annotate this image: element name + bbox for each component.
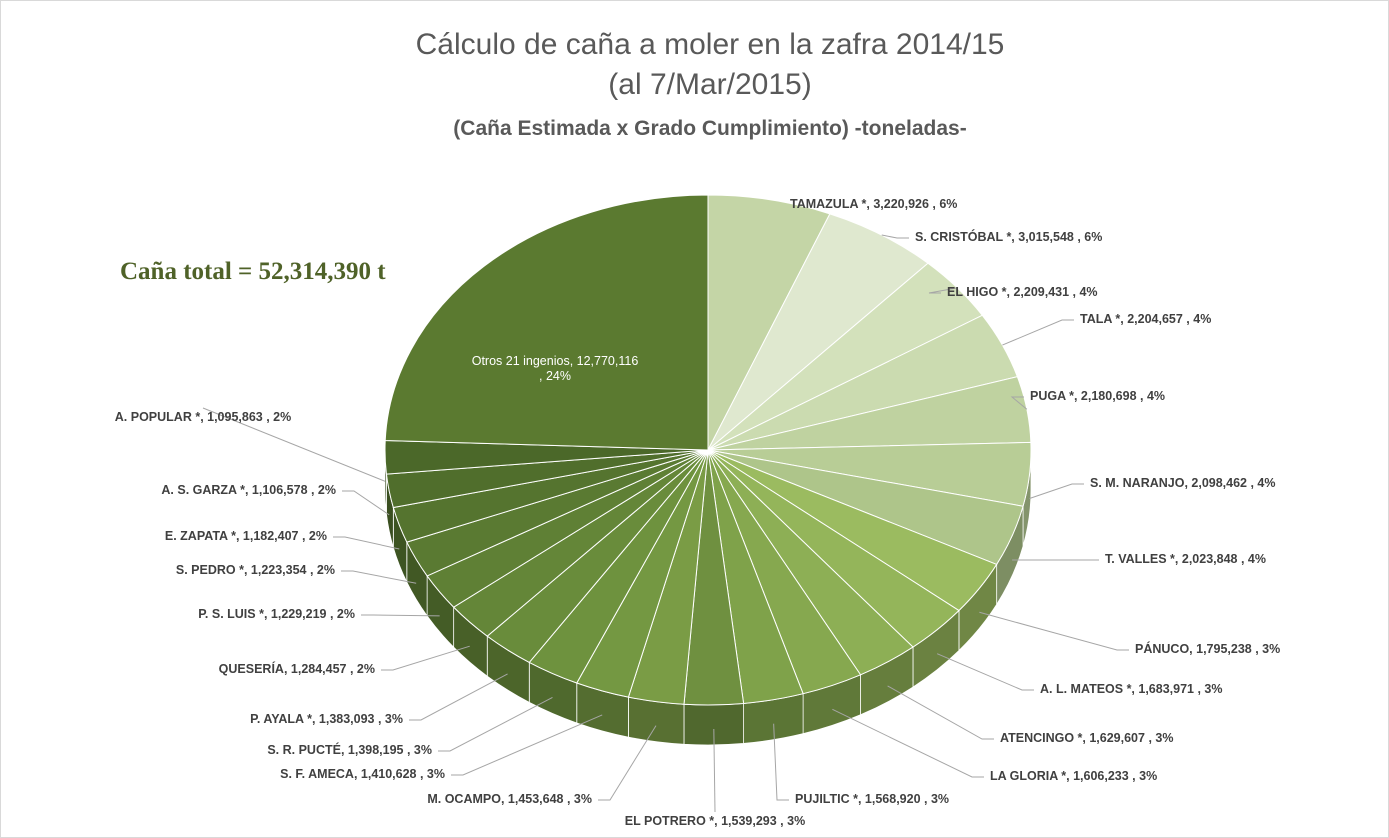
data-label: T. VALLES *, 2,023,848 , 4% (1105, 552, 1266, 566)
data-label: S. F. AMECA, 1,410,628 , 3% (280, 767, 445, 781)
pie-slice (384, 194, 709, 451)
data-label: ATENCINGO *, 1,629,607 , 3% (1000, 731, 1174, 745)
data-label: QUESERÍA, 1,284,457 , 2% (218, 662, 375, 676)
data-label: TALA *, 2,204,657 , 4% (1080, 312, 1212, 326)
data-label: A. POPULAR *, 1,095,863 , 2% (114, 410, 292, 424)
leader-line (361, 614, 440, 617)
data-label: S. PEDRO *, 1,223,354 , 2% (175, 563, 335, 577)
data-label: TAMAZULA *, 3,220,926 , 6% (790, 197, 958, 211)
leader-line (928, 287, 958, 294)
leader-line (451, 714, 603, 776)
leader-line (887, 685, 994, 740)
annotation: Caña total = 52,314,390 t (120, 258, 386, 285)
leader-line (342, 490, 390, 516)
data-label: S. M. NARANJO, 2,098,462 , 4% (1090, 476, 1276, 490)
leader-line (979, 611, 1129, 651)
chart-title-line2: (al 7/Mar/2015) (608, 68, 812, 101)
data-label: M. OCAMPO, 1,453,648 , 3% (427, 792, 592, 806)
leader-line (409, 673, 508, 721)
leader-line (333, 536, 400, 550)
data-label: LA GLORIA *, 1,606,233 , 3% (990, 769, 1158, 783)
leader-line (936, 653, 1034, 691)
leader-line (1029, 483, 1084, 499)
data-label: PÁNUCO, 1,795,238 , 3% (1135, 642, 1281, 656)
chart-subtitle: (Caña Estimada x Grado Cumplimiento) -to… (453, 117, 967, 140)
data-label: A. S. GARZA *, 1,106,578 , 2% (161, 483, 336, 497)
leader-line (713, 728, 716, 813)
leader-line (438, 697, 553, 752)
data-label: E. ZAPATA *, 1,182,407 , 2% (164, 529, 327, 543)
chart-title: Cálculo de caña a moler en la zafra 2014… (415, 28, 1005, 61)
leader-line (598, 725, 657, 801)
leader-line (773, 723, 789, 801)
leader-line (341, 570, 417, 584)
leader-line (1010, 396, 1028, 410)
pie-slice (707, 194, 831, 451)
data-label: P. AYALA *, 1,383,093 , 3% (250, 712, 403, 726)
leader-line (881, 234, 909, 239)
leader-line (1002, 319, 1074, 346)
data-label: S. CRISTÓBAL *, 3,015,548 , 6% (915, 230, 1103, 244)
data-label: EL POTRERO *, 1,539,293 , 3% (624, 814, 806, 828)
data-label: EL HIGO *, 2,209,431 , 4% (947, 285, 1098, 299)
data-label: P. S. LUIS *, 1,229,219 , 2% (198, 607, 355, 621)
data-label: A. L. MATEOS *, 1,683,971 , 3% (1040, 682, 1223, 696)
data-label: PUJILTIC *, 1,568,920 , 3% (795, 792, 950, 806)
data-label: PUGA *, 2,180,698 , 4% (1030, 389, 1166, 403)
leader-line (832, 708, 984, 778)
data-label: S. R. PUCTÉ, 1,398,195 , 3% (267, 743, 432, 757)
data-label: Otros 21 ingenios, 12,770,116 , 24% (471, 354, 639, 383)
leader-line (381, 645, 470, 671)
leader-line (202, 407, 386, 482)
